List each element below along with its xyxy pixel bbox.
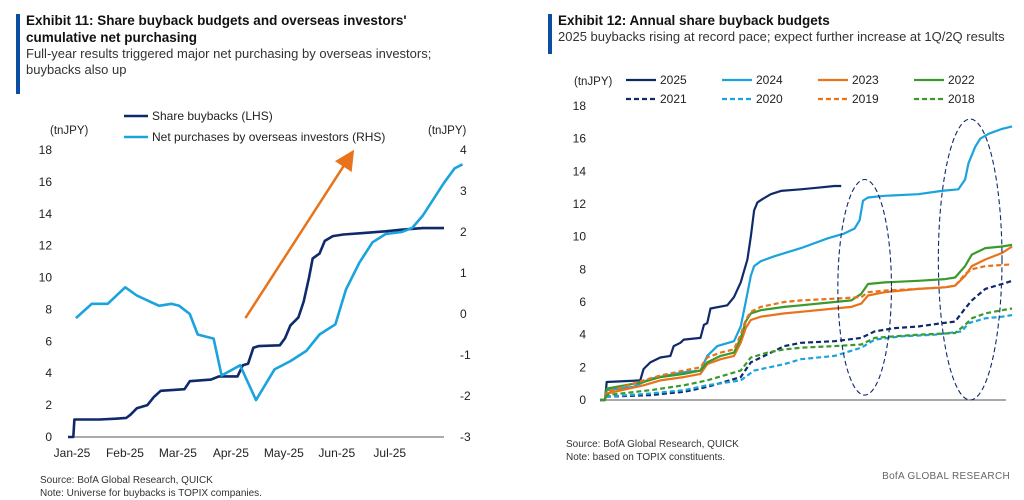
- legend-label: 2020: [756, 92, 783, 106]
- exhibit-12-title: Exhibit 12: Annual share buyback budgets: [558, 13, 830, 28]
- y-unit-label: (tnJPY): [574, 76, 613, 88]
- exhibit-12-chart: 024681012141618JanFebMarAprMayJunJulAugS…: [573, 73, 1013, 404]
- legend-label: Net purchases by overseas investors (RHS…: [152, 130, 385, 144]
- series-line-share-buybacks: [68, 226, 444, 439]
- x-tick-label: Jun-25: [318, 446, 355, 460]
- y-tick-label-rhs: -1: [460, 348, 471, 362]
- legend-label: 2021: [660, 92, 687, 106]
- exhibit-11-header: Exhibit 11: Share buyback budgets and ov…: [16, 12, 456, 94]
- legend-label: 2018: [948, 92, 975, 106]
- trend-arrow: [244, 149, 355, 319]
- y-tick-label-rhs: -2: [460, 389, 471, 403]
- series-line-2022: [600, 243, 1013, 402]
- exhibit-accent-bar: [16, 14, 20, 94]
- x-tick-label: Jan-25: [54, 446, 91, 460]
- exhibit-11-chart: Jan-25 Feb-25 Mar-25 Apr-25 May-25 Jun-25 Jul-…: [39, 109, 471, 460]
- y-tick-label-rhs: 3: [460, 184, 467, 198]
- y-tick-label: 14: [573, 164, 587, 178]
- y-tick-label-lhs: 6: [45, 334, 52, 348]
- y-tick-label-lhs: 10: [39, 271, 53, 285]
- y-tick-label-rhs: 0: [460, 307, 467, 321]
- series-line-2019: [600, 263, 1013, 402]
- y-tick-label: 18: [573, 99, 587, 113]
- exhibit-12-source: Source: BofA Global Research, QUICK: [566, 439, 739, 450]
- series-line-2018: [600, 307, 1013, 402]
- x-tick-label: Jul-25: [373, 446, 406, 460]
- exhibit-12-header: Exhibit 12: Annual share buyback budgets…: [548, 12, 1018, 54]
- exhibit-12-note: Note: based on TOPIX constituents.: [566, 452, 726, 463]
- lhs-unit-label: (tnJPY): [50, 125, 89, 137]
- y-tick-label-rhs: 1: [460, 266, 467, 280]
- exhibit-11-source-block: Source: BofA Global Research, QUICK Note…: [40, 474, 262, 500]
- legend-label: 2023: [852, 73, 879, 87]
- y-tick-label: 2: [579, 360, 586, 374]
- exhibit-12-subtitle: 2025 buybacks rising at record pace; exp…: [558, 29, 1005, 44]
- series-line-net-purchases: [75, 163, 464, 402]
- legend-label: 2022: [948, 73, 975, 87]
- y-tick-label-rhs: 4: [460, 143, 467, 157]
- x-tick-label: Apr-25: [213, 446, 249, 460]
- y-tick-label-lhs: 12: [39, 239, 53, 253]
- y-tick-label-lhs: 2: [45, 398, 52, 412]
- series-line-2025: [600, 184, 842, 402]
- y-tick-label: 12: [573, 197, 587, 211]
- x-tick-label: May-25: [264, 446, 304, 460]
- y-tick-label-lhs: 16: [39, 175, 53, 189]
- legend-label: Share buybacks (LHS): [152, 109, 273, 123]
- y-tick-label-lhs: 18: [39, 143, 53, 157]
- exhibit-accent-bar: [548, 14, 552, 54]
- x-tick-label: Feb-25: [106, 446, 144, 460]
- exhibit-11-source: Source: BofA Global Research, QUICK: [40, 475, 213, 486]
- y-tick-label: 0: [579, 393, 586, 404]
- y-tick-label: 16: [573, 132, 587, 146]
- legend-label: 2019: [852, 92, 879, 106]
- legend-label: 2024: [756, 73, 783, 87]
- y-tick-label-lhs: 4: [45, 366, 52, 380]
- exhibit-11-subtitle: Full-year results triggered major net pu…: [26, 46, 432, 77]
- y-tick-label: 8: [579, 262, 586, 276]
- y-tick-label-lhs: 0: [45, 430, 52, 444]
- x-tick-label: Mar-25: [159, 446, 197, 460]
- exhibit-11-title: Exhibit 11: Share buyback budgets and ov…: [26, 13, 407, 45]
- highlight-ellipse-2: [937, 118, 1003, 401]
- series-line-2024: [600, 125, 1013, 402]
- y-tick-label: 6: [579, 295, 586, 309]
- exhibit-12-source-block: Source: BofA Global Research, QUICK Note…: [566, 438, 739, 464]
- y-tick-label-lhs: 8: [45, 302, 52, 316]
- series-line-2020: [600, 314, 1013, 402]
- y-tick-label: 4: [579, 328, 586, 342]
- legend-label: 2025: [660, 73, 687, 87]
- y-tick-label-rhs: 2: [460, 225, 467, 239]
- series-line-2021: [600, 279, 1013, 402]
- brand-label: BofA GLOBAL RESEARCH: [882, 471, 1010, 482]
- y-tick-label: 10: [573, 230, 587, 244]
- y-tick-label-lhs: 14: [39, 207, 53, 221]
- y-tick-label-rhs: -3: [460, 430, 471, 444]
- rhs-unit-label: (tnJPY): [428, 125, 467, 137]
